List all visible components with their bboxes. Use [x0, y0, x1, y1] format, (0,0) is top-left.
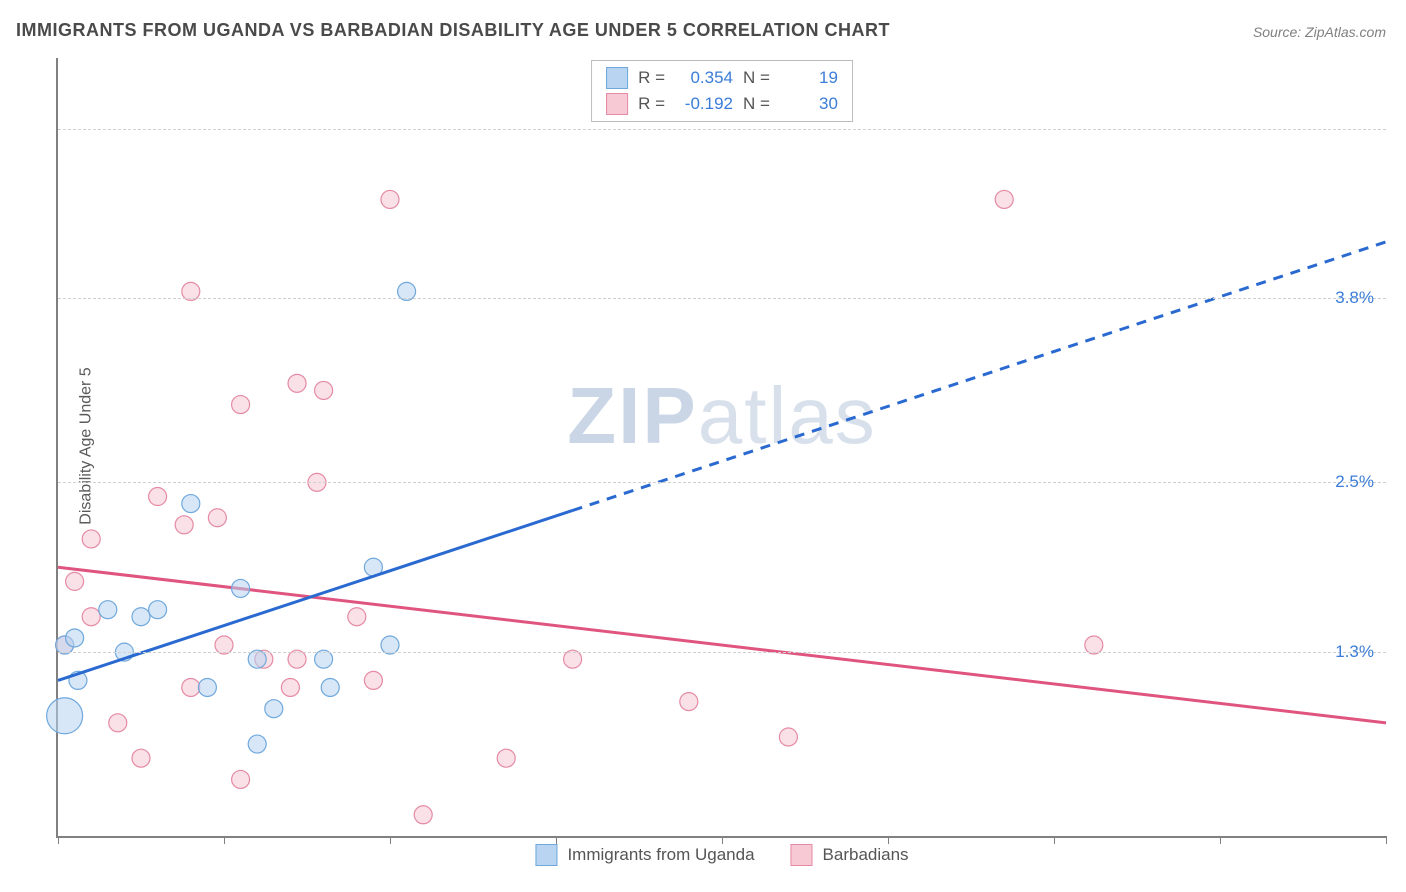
- legend-label-barbadians: Barbadians: [823, 845, 909, 865]
- scatter-point: [232, 396, 250, 414]
- scatter-point: [779, 728, 797, 746]
- scatter-point: [232, 579, 250, 597]
- scatter-point: [248, 735, 266, 753]
- scatter-point: [265, 700, 283, 718]
- x-tick: [888, 836, 889, 844]
- n-label: N =: [743, 94, 770, 114]
- y-tick-label: 2.5%: [1335, 472, 1374, 492]
- bottom-legend: Immigrants from Uganda Barbadians: [535, 844, 908, 866]
- x-tick: [1220, 836, 1221, 844]
- r-label: R =: [638, 94, 665, 114]
- stats-row-uganda: R = 0.354 N = 19: [592, 65, 852, 91]
- y-tick-label: 1.3%: [1335, 642, 1374, 662]
- scatter-point: [995, 190, 1013, 208]
- scatter-point: [82, 608, 100, 626]
- swatch-barbadians: [606, 93, 628, 115]
- plot-svg: [58, 58, 1386, 836]
- scatter-point: [198, 678, 216, 696]
- scatter-point: [315, 381, 333, 399]
- gridline: [58, 482, 1386, 483]
- scatter-point: [321, 678, 339, 696]
- x-tick: [390, 836, 391, 844]
- scatter-point: [680, 693, 698, 711]
- scatter-point: [132, 608, 150, 626]
- n-value-uganda: 19: [780, 68, 838, 88]
- scatter-point: [132, 749, 150, 767]
- scatter-point: [182, 495, 200, 513]
- scatter-point: [109, 714, 127, 732]
- scatter-point: [182, 678, 200, 696]
- x-tick: [58, 836, 59, 844]
- stats-row-barbadians: R = -0.192 N = 30: [592, 91, 852, 117]
- gridline: [58, 129, 1386, 130]
- r-value-barbadians: -0.192: [675, 94, 733, 114]
- x-tick: [1386, 836, 1387, 844]
- scatter-point: [82, 530, 100, 548]
- scatter-point: [348, 608, 366, 626]
- x-tick: [1054, 836, 1055, 844]
- source-attribution: Source: ZipAtlas.com: [1253, 24, 1386, 40]
- stats-legend: R = 0.354 N = 19 R = -0.192 N = 30: [591, 60, 853, 122]
- plot-area: ZIPatlas R = 0.354 N = 19 R = -0.192 N =…: [56, 58, 1386, 838]
- scatter-point: [281, 678, 299, 696]
- swatch-uganda: [606, 67, 628, 89]
- scatter-point: [175, 516, 193, 534]
- scatter-point: [414, 806, 432, 824]
- chart-title: IMMIGRANTS FROM UGANDA VS BARBADIAN DISA…: [16, 20, 890, 41]
- swatch-barbadians-icon: [791, 844, 813, 866]
- n-value-barbadians: 30: [780, 94, 838, 114]
- scatter-point: [66, 572, 84, 590]
- scatter-point: [99, 601, 117, 619]
- regression-line: [58, 567, 1386, 723]
- y-tick-label: 3.8%: [1335, 288, 1374, 308]
- r-label: R =: [638, 68, 665, 88]
- scatter-point: [497, 749, 515, 767]
- gridline: [58, 652, 1386, 653]
- scatter-point: [66, 629, 84, 647]
- legend-item-barbadians: Barbadians: [791, 844, 909, 866]
- n-label: N =: [743, 68, 770, 88]
- gridline: [58, 298, 1386, 299]
- scatter-point: [288, 374, 306, 392]
- swatch-uganda-icon: [535, 844, 557, 866]
- scatter-point: [149, 601, 167, 619]
- scatter-point: [381, 190, 399, 208]
- scatter-point: [149, 488, 167, 506]
- scatter-point: [364, 671, 382, 689]
- x-tick: [556, 836, 557, 844]
- x-tick: [722, 836, 723, 844]
- regression-line-dashed: [573, 242, 1386, 511]
- scatter-point: [47, 698, 83, 734]
- r-value-uganda: 0.354: [675, 68, 733, 88]
- x-tick: [224, 836, 225, 844]
- scatter-point: [232, 770, 250, 788]
- scatter-point: [208, 509, 226, 527]
- legend-item-uganda: Immigrants from Uganda: [535, 844, 754, 866]
- legend-label-uganda: Immigrants from Uganda: [567, 845, 754, 865]
